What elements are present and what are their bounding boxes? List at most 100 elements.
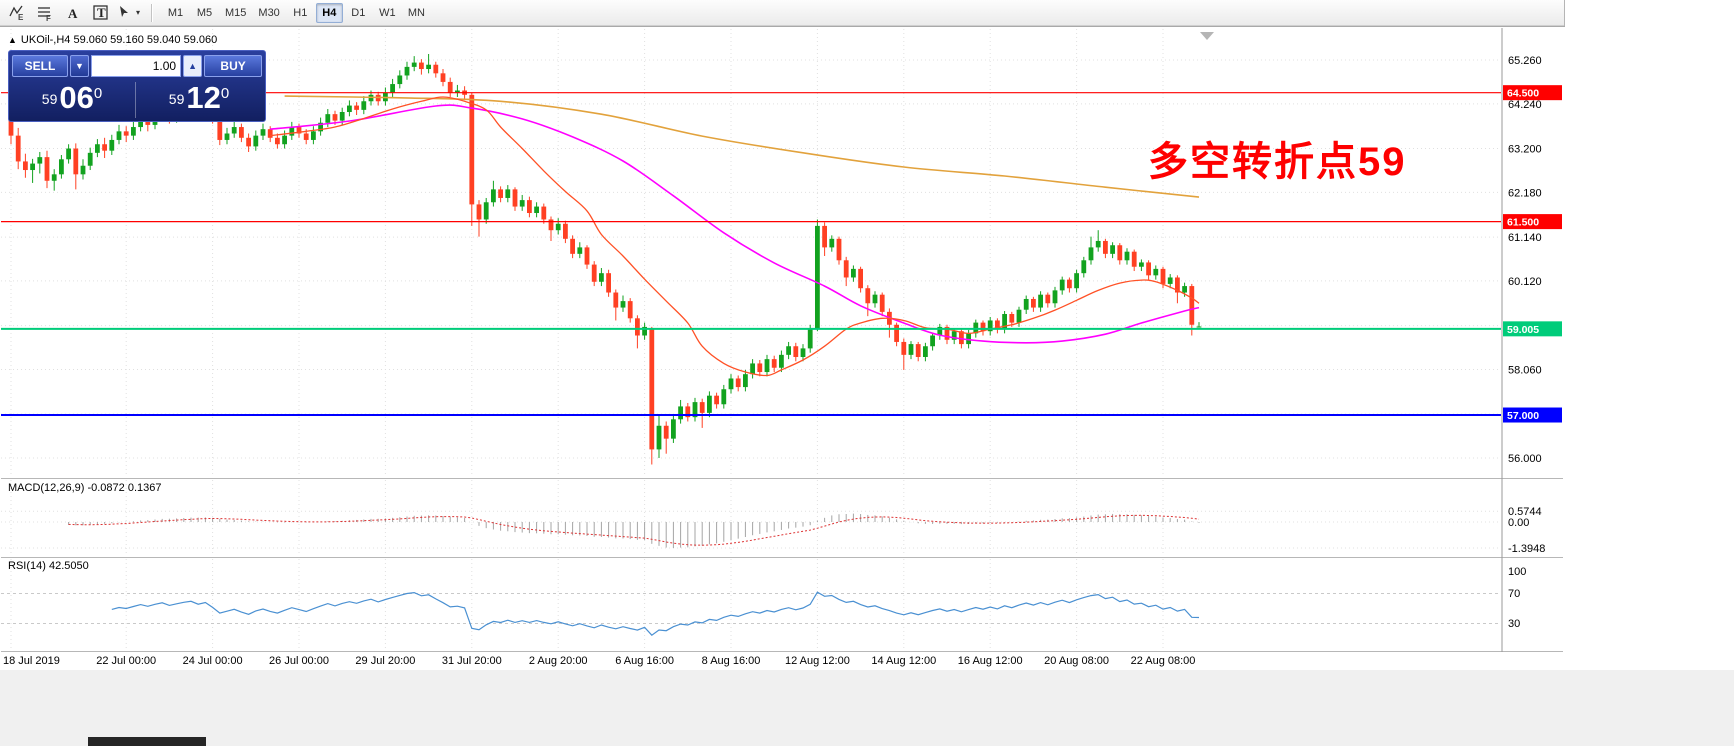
price-axis[interactable]: 65.260 64.240 63.200 62.180 61.140 60.120 59.0…	[1200, 28, 1562, 652]
candle-body	[699, 402, 705, 413]
price-tick-label: 61.140	[1508, 232, 1542, 244]
one-click-toggle-icon[interactable]: ▲	[8, 35, 17, 45]
macd-axis-label: -1.3948	[1508, 543, 1545, 555]
candle-body	[231, 127, 237, 134]
candle-body	[1009, 314, 1015, 323]
candle-body	[728, 378, 734, 390]
time-label: 24 Jul 00:00	[183, 655, 243, 667]
candle-body	[901, 341, 907, 355]
time-label: 22 Aug 08:00	[1131, 655, 1196, 667]
candle-body	[23, 161, 28, 171]
candle-body	[361, 101, 367, 110]
candle-body	[138, 118, 143, 128]
candle-body	[332, 114, 338, 121]
time-axis[interactable]: 18 Jul 2019 22 Jul 00:00 24 Jul 00:00 26 Ju…	[3, 655, 1195, 667]
candle-body	[354, 105, 359, 110]
candle-body	[289, 127, 295, 136]
timeframe-button-m5[interactable]: M5	[191, 3, 218, 23]
time-label: 20 Aug 08:00	[1044, 655, 1109, 667]
text-tool-button[interactable]: A	[60, 2, 86, 24]
candle-body	[548, 219, 554, 231]
objects-tool-button[interactable]: ▾	[116, 2, 142, 24]
candle-body	[987, 320, 993, 332]
rsi-axis-label: 30	[1508, 618, 1520, 630]
ask-prefix: 59	[168, 91, 185, 108]
chart-text-annotation[interactable]: 多空转折点59	[1148, 140, 1407, 184]
indicators-tool-button[interactable]: E	[4, 2, 30, 24]
text-label-tool-button[interactable]: T	[88, 2, 114, 24]
volume-input[interactable]	[91, 55, 182, 77]
svg-text:E: E	[18, 13, 24, 21]
candle-body	[505, 189, 511, 198]
price-badge-label: 61.500	[1507, 217, 1539, 229]
timeframe-button-d1[interactable]: D1	[345, 3, 372, 23]
candle-body	[469, 94, 475, 205]
timeframe-button-h1[interactable]: H1	[287, 3, 314, 23]
candle-body	[66, 148, 71, 160]
candle-body	[771, 359, 777, 368]
timeframe-button-mn[interactable]: MN	[403, 3, 430, 23]
timeframe-button-w1[interactable]: W1	[374, 3, 401, 23]
candle-body	[267, 129, 273, 138]
chart-shift-marker[interactable]	[1200, 32, 1214, 40]
candle-body	[937, 326, 943, 336]
candle-body	[1059, 279, 1065, 291]
timeframe-button-h4[interactable]: H4	[315, 2, 343, 23]
candle-body	[390, 84, 395, 93]
sell-price-display[interactable]: 59 06 0	[9, 82, 135, 115]
candle-body	[311, 131, 316, 140]
candle-body	[1002, 314, 1007, 330]
price-badge	[1503, 321, 1562, 337]
candle-body	[217, 118, 223, 140]
timeframe-button-m15[interactable]: M15	[220, 3, 251, 23]
candle-body	[836, 238, 842, 261]
candle-body	[347, 105, 352, 113]
candle-body	[707, 395, 712, 413]
svg-text:T: T	[97, 5, 106, 20]
chart-subwindow[interactable]: 0.5744 0.00 -1.3948 100 70 30 65.260 64.240 63.2…	[0, 26, 1565, 670]
candle-body	[476, 204, 482, 220]
sell-button[interactable]: SELL	[12, 55, 68, 77]
rsi-line	[111, 591, 1200, 636]
candle-body	[1045, 294, 1051, 304]
candle-body	[239, 127, 244, 138]
ask-pip-digit: 0	[220, 84, 230, 102]
candle-body	[613, 292, 619, 308]
bid-prefix: 59	[41, 91, 58, 108]
candle-body	[923, 346, 928, 357]
candle-body	[570, 238, 575, 254]
candle-body	[577, 247, 583, 254]
candle-body	[397, 75, 403, 85]
ma-line-fast	[270, 96, 1200, 377]
buy-price-display[interactable]: 59 12 0	[136, 82, 262, 115]
candle-body	[95, 144, 100, 153]
fibonacci-tool-button[interactable]: F	[32, 2, 58, 24]
candle-body	[1124, 251, 1130, 261]
candle-body	[411, 62, 417, 67]
candle-body	[851, 268, 856, 278]
text-label-icon: T	[93, 5, 108, 20]
candle-body	[656, 425, 662, 450]
candle-body	[1175, 277, 1180, 293]
volume-decrease-button[interactable]: ▼	[69, 55, 90, 77]
candle-body	[685, 406, 691, 418]
candle-body	[627, 301, 633, 319]
candle-body	[750, 363, 755, 375]
candle-body	[440, 73, 446, 82]
time-label: 16 Aug 12:00	[958, 655, 1023, 667]
candle-body	[671, 419, 676, 439]
candle-body	[599, 273, 604, 282]
buy-button[interactable]: BUY	[204, 55, 262, 77]
candle-body	[620, 301, 626, 308]
volume-increase-button[interactable]: ▲	[183, 55, 203, 77]
candle-body	[807, 329, 813, 349]
time-label: 12 Aug 12:00	[785, 655, 850, 667]
time-label: 22 Jul 00:00	[96, 655, 156, 667]
timeframe-button-m1[interactable]: M1	[162, 3, 189, 23]
candle-body	[1095, 240, 1101, 248]
timeframe-button-m30[interactable]: M30	[253, 3, 284, 23]
chart-ohlc-header: ▲ UKOil-,H4 59.060 59.160 59.040 59.060	[8, 34, 217, 46]
cursor-icon	[119, 5, 128, 17]
